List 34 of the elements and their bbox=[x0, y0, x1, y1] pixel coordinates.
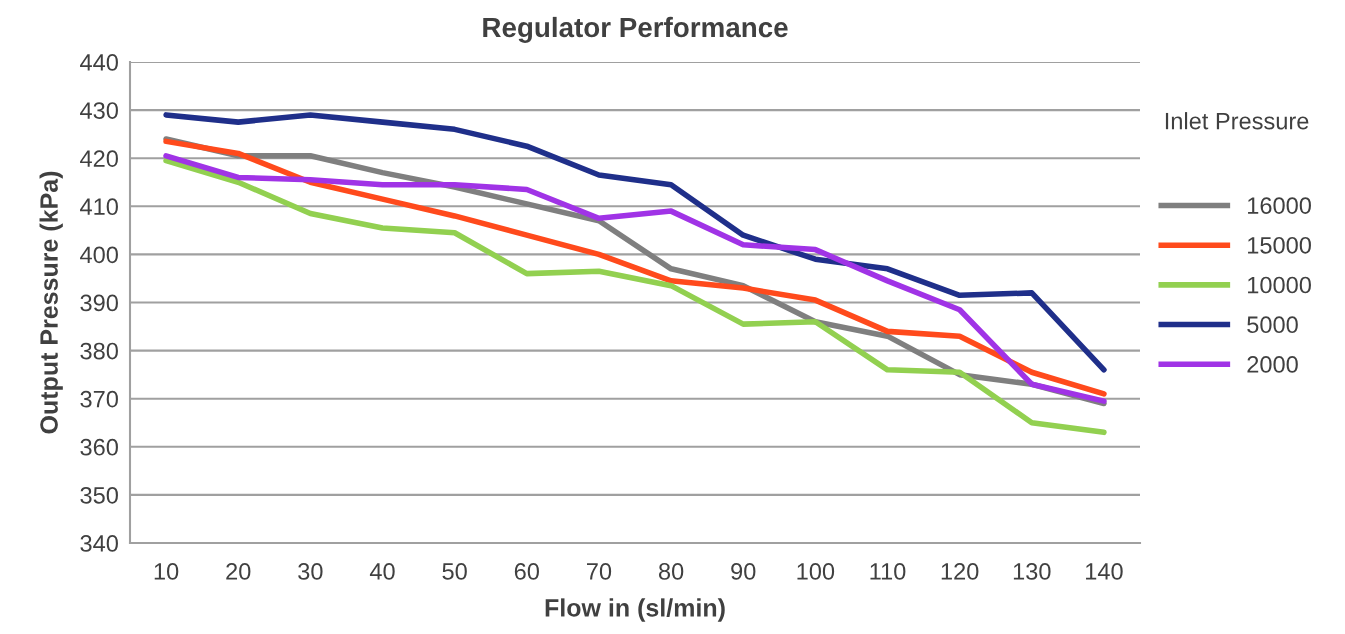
x-axis-title: Flow in (sl/min) bbox=[545, 598, 725, 622]
y-tick-label: 420 bbox=[80, 150, 118, 167]
legend-title: Inlet Pressure bbox=[1165, 112, 1309, 130]
x-tick-label: 90 bbox=[731, 563, 756, 580]
x-tick-label: 20 bbox=[226, 563, 251, 580]
legend-label: 15000 bbox=[1248, 236, 1311, 254]
y-tick-label: 440 bbox=[80, 54, 118, 71]
y-tick-label: 430 bbox=[80, 102, 118, 119]
y-tick-label: 360 bbox=[80, 438, 118, 456]
x-tick-label: 30 bbox=[298, 563, 323, 580]
y-tick-label: 410 bbox=[80, 198, 118, 216]
y-tick-label: 370 bbox=[80, 390, 118, 408]
x-tick-label: 60 bbox=[514, 563, 539, 580]
legend-label: 16000 bbox=[1248, 197, 1311, 214]
y-tick-label: 340 bbox=[80, 535, 118, 552]
y-tick-label: 400 bbox=[80, 246, 118, 264]
x-tick-label: 120 bbox=[941, 563, 979, 580]
x-tick-label: 140 bbox=[1086, 563, 1123, 580]
x-tick-label: 100 bbox=[797, 563, 835, 580]
x-tick-label: 80 bbox=[658, 563, 684, 580]
y-tick-label: 390 bbox=[80, 294, 118, 312]
y-tick-label: 380 bbox=[80, 342, 118, 360]
x-tick-label: 130 bbox=[1013, 563, 1051, 580]
x-tick-label: 50 bbox=[442, 563, 467, 580]
chart-title: Regulator Performance bbox=[483, 16, 788, 43]
x-tick-label: 110 bbox=[870, 563, 906, 580]
x-tick-label: 10 bbox=[154, 563, 179, 580]
y-axis-title: Output Pressure (kPa) bbox=[39, 171, 63, 434]
y-tick-label: 350 bbox=[80, 486, 118, 504]
x-tick-label: 70 bbox=[587, 563, 612, 580]
legend-label: 5000 bbox=[1247, 316, 1298, 334]
x-tick-label: 40 bbox=[369, 563, 395, 580]
legend-label: 2000 bbox=[1247, 356, 1298, 373]
legend-label: 10000 bbox=[1248, 276, 1311, 294]
